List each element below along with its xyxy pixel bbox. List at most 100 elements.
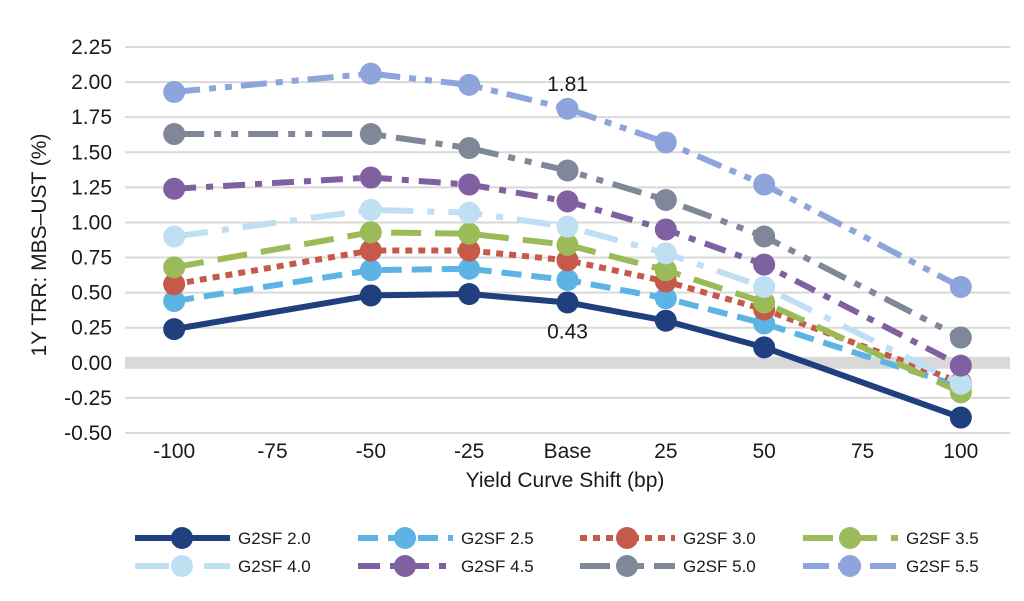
x-tick-label: 25 bbox=[654, 440, 677, 463]
data-point bbox=[359, 166, 382, 189]
data-point bbox=[359, 62, 382, 85]
y-tick-label: 0.75 bbox=[71, 247, 112, 270]
x-tick-label: -50 bbox=[356, 440, 386, 463]
data-point bbox=[949, 406, 972, 429]
data-point bbox=[556, 233, 579, 256]
data-labels: 1.81 0.43 bbox=[547, 73, 588, 344]
data-point bbox=[753, 336, 776, 359]
x-axis-ticks: -100 -75 -50 -25 Base 25 50 75 100 bbox=[153, 440, 978, 463]
zero-band bbox=[125, 356, 1010, 369]
data-point bbox=[163, 80, 186, 103]
data-point bbox=[753, 225, 776, 248]
x-tick-label: 100 bbox=[943, 440, 978, 463]
data-point bbox=[556, 269, 579, 292]
data-point bbox=[163, 290, 186, 313]
data-point bbox=[949, 326, 972, 349]
x-tick-label: Base bbox=[544, 440, 592, 463]
data-point bbox=[163, 225, 186, 248]
data-point bbox=[556, 249, 579, 272]
data-point bbox=[359, 221, 382, 244]
legend-label: G2SF 5.0 bbox=[683, 557, 756, 576]
y-tick-label: -0.25 bbox=[64, 387, 112, 410]
data-point bbox=[654, 242, 677, 265]
y-tick-label: 1.75 bbox=[71, 106, 112, 129]
data-point bbox=[753, 291, 776, 314]
data-point bbox=[458, 73, 481, 96]
legend-marker bbox=[394, 555, 416, 577]
data-point bbox=[458, 137, 481, 160]
x-tick-label: -25 bbox=[454, 440, 484, 463]
legend-marker bbox=[616, 527, 638, 549]
data-point bbox=[163, 318, 186, 341]
y-tick-label: 1.25 bbox=[71, 176, 112, 199]
data-point bbox=[458, 222, 481, 245]
data-point bbox=[458, 283, 481, 306]
data-point bbox=[163, 123, 186, 146]
legend-item: G2SF 5.0 bbox=[580, 555, 756, 577]
series-g2sf-4-0 bbox=[163, 198, 972, 395]
data-point bbox=[654, 309, 677, 332]
legend-label: G2SF 4.0 bbox=[238, 557, 311, 576]
data-point bbox=[163, 177, 186, 200]
data-point bbox=[654, 287, 677, 310]
y-axis-title: 1Y TRR: MBS–UST (%) bbox=[28, 134, 51, 357]
data-point bbox=[556, 159, 579, 182]
y-axis-ticks: 2.25 2.00 1.75 1.50 1.25 1.00 0.75 0.50 0.25 0.00… bbox=[64, 36, 112, 445]
data-point bbox=[753, 253, 776, 276]
data-point bbox=[458, 257, 481, 280]
y-tick-label: 0.25 bbox=[71, 317, 112, 340]
legend-label: G2SF 4.5 bbox=[461, 557, 534, 576]
series-g2sf-3-0 bbox=[163, 239, 972, 394]
x-tick-label: 50 bbox=[752, 440, 775, 463]
data-point bbox=[163, 273, 186, 296]
data-point bbox=[359, 123, 382, 146]
series-g2sf-4-5 bbox=[163, 166, 972, 377]
y-tick-label: 2.25 bbox=[71, 36, 112, 59]
y-tick-label: 0.50 bbox=[71, 282, 112, 305]
data-point bbox=[359, 239, 382, 262]
legend-marker bbox=[394, 527, 416, 549]
series-group bbox=[163, 62, 972, 429]
legend-marker bbox=[171, 527, 193, 549]
legend-label: G2SF 2.0 bbox=[238, 529, 311, 548]
legend-item: G2SF 2.5 bbox=[358, 527, 534, 549]
legend-item: G2SF 3.0 bbox=[580, 527, 756, 549]
data-point bbox=[753, 276, 776, 299]
data-label: 0.43 bbox=[547, 320, 588, 343]
series-g2sf-5-5 bbox=[163, 62, 972, 299]
y-tick-label: 0.00 bbox=[71, 352, 112, 375]
legend-item: G2SF 4.0 bbox=[135, 555, 311, 577]
legend-item: G2SF 5.5 bbox=[803, 555, 979, 577]
data-point bbox=[163, 256, 186, 279]
legend-marker bbox=[171, 555, 193, 577]
data-point bbox=[556, 215, 579, 238]
legend-marker bbox=[616, 555, 638, 577]
series-g2sf-5-0 bbox=[163, 123, 972, 349]
legend-item: G2SF 4.5 bbox=[358, 555, 534, 577]
data-point bbox=[359, 284, 382, 307]
data-point bbox=[359, 259, 382, 282]
data-point bbox=[458, 201, 481, 224]
data-point bbox=[556, 97, 579, 120]
data-point bbox=[654, 188, 677, 211]
y-tick-label: 1.50 bbox=[71, 141, 112, 164]
x-tick-label: -75 bbox=[257, 440, 287, 463]
data-point bbox=[949, 372, 972, 395]
data-point bbox=[654, 259, 677, 282]
data-point bbox=[949, 276, 972, 299]
data-point bbox=[753, 173, 776, 196]
series-g2sf-2-0 bbox=[163, 283, 972, 429]
x-tick-label: 75 bbox=[851, 440, 874, 463]
data-point bbox=[556, 291, 579, 314]
legend-item: G2SF 2.0 bbox=[135, 527, 311, 549]
data-point bbox=[556, 190, 579, 213]
legend-label: G2SF 2.5 bbox=[461, 529, 534, 548]
legend-marker bbox=[839, 555, 861, 577]
y-tick-label: 2.00 bbox=[71, 71, 112, 94]
y-tick-label: -0.50 bbox=[64, 422, 112, 445]
legend-marker bbox=[839, 527, 861, 549]
data-label: 1.81 bbox=[547, 73, 588, 96]
data-point bbox=[458, 239, 481, 262]
y-tick-label: 1.00 bbox=[71, 211, 112, 234]
